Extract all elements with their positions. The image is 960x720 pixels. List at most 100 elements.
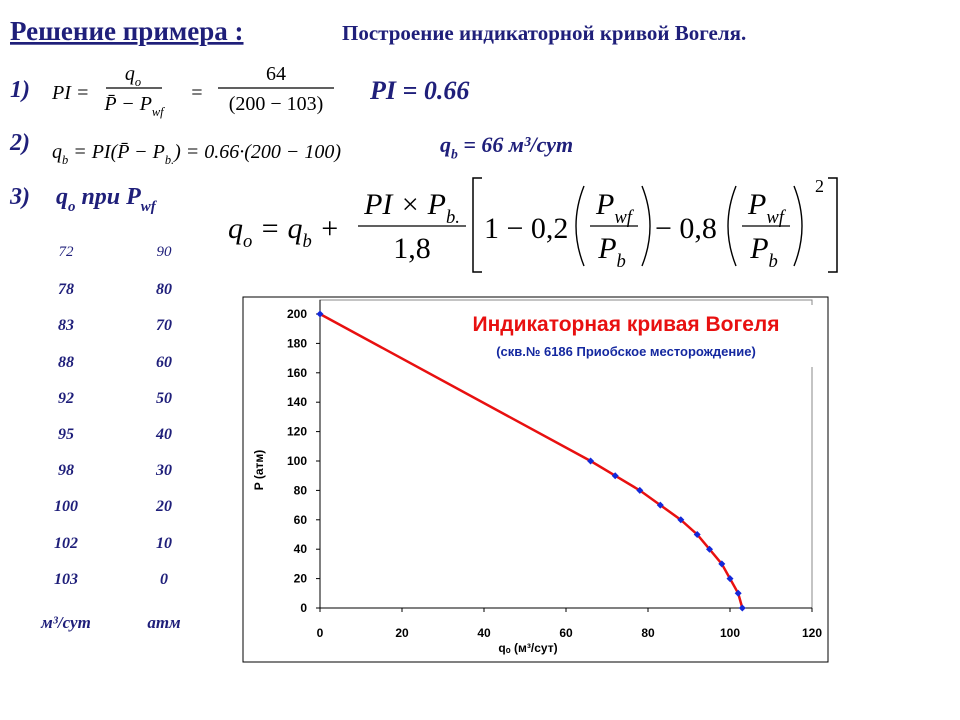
table-cell: 88 xyxy=(58,354,74,371)
formula-part: b. xyxy=(446,207,460,228)
formula-text: Pb xyxy=(749,232,778,272)
formula-part: o xyxy=(243,231,252,252)
formula-part: o xyxy=(135,75,141,89)
formula-part: b xyxy=(451,147,458,162)
formula-part: b xyxy=(303,231,312,252)
formula-text: Pb xyxy=(597,232,626,272)
formula-text: 64 xyxy=(266,63,286,85)
y-tick-label: 120 xyxy=(287,425,307,439)
formula-part: = PI(P̄ − P xyxy=(68,141,165,163)
formula-part: wf xyxy=(766,207,786,228)
y-tick-label: 200 xyxy=(287,307,307,321)
formula-text: (200 − 103) xyxy=(229,93,324,115)
data-marker xyxy=(587,457,595,465)
table-cell: 70 xyxy=(156,317,172,334)
table-cell: 72 xyxy=(59,244,75,260)
data-marker xyxy=(718,560,726,568)
item-number: 2) xyxy=(9,130,30,156)
formula-part: PI × P xyxy=(363,188,446,221)
table-cell: 20 xyxy=(155,498,172,515)
table-cell: 80 xyxy=(156,281,172,298)
slide-title: Решение примера : xyxy=(10,16,244,46)
formula-part: o xyxy=(68,199,75,215)
item-number: 3) xyxy=(9,184,30,210)
data-marker xyxy=(706,545,713,553)
chart-title: Индикаторная кривая Вогеля xyxy=(473,313,780,336)
data-marker xyxy=(636,486,644,494)
parenthesis xyxy=(641,185,651,267)
formula-part: P xyxy=(749,232,768,265)
table-unit: атм xyxy=(147,613,181,632)
formula-part: wf xyxy=(141,199,158,215)
formula-text: PI × Pb. xyxy=(363,188,460,228)
data-marker xyxy=(693,531,701,538)
table-cell: 95 xyxy=(58,426,74,443)
caption: qo при Pwf xyxy=(56,184,158,215)
formula-part: wf xyxy=(152,105,165,119)
table-cell: 98 xyxy=(58,462,74,479)
item-number: 1) xyxy=(10,77,30,103)
formula-text: PI = xyxy=(51,82,89,104)
title-box xyxy=(426,305,827,367)
x-tick-label: 0 xyxy=(317,626,324,640)
formula-text: qo = qb + xyxy=(228,212,340,252)
table-cell: 100 xyxy=(54,498,78,515)
formula-part: q xyxy=(56,184,68,210)
y-tick-label: 60 xyxy=(294,513,308,527)
x-tick-label: 80 xyxy=(641,626,655,640)
x-tick-label: 120 xyxy=(802,626,822,640)
formula-part: P̄ − P xyxy=(103,93,152,115)
formula-part: q xyxy=(228,212,243,245)
formula-text: qo xyxy=(125,63,141,89)
y-tick-label: 40 xyxy=(294,542,308,556)
formula-part: b xyxy=(617,251,626,272)
data-marker xyxy=(316,310,324,318)
parenthesis xyxy=(793,185,803,267)
formula-part: b xyxy=(769,251,778,272)
formula-text: qb = PI(P̄ − Pb.) = 0.66·(200 − 100) xyxy=(52,141,341,167)
table-cell: 40 xyxy=(155,426,172,443)
formula-text: 1 − 0,2 xyxy=(484,212,568,245)
formula-text: 1,8 xyxy=(393,232,431,265)
table-cell: 50 xyxy=(156,390,172,407)
parenthesis xyxy=(575,185,585,267)
y-tick-label: 20 xyxy=(294,572,308,586)
formula-part: P xyxy=(747,188,766,221)
data-marker xyxy=(734,589,742,597)
formula-part: b xyxy=(62,153,68,167)
formula-part: q xyxy=(440,132,451,157)
formula-part: = q xyxy=(252,212,302,245)
formula-part: q xyxy=(52,141,62,163)
table-unit: м³/сут xyxy=(40,613,91,632)
table-cell: 102 xyxy=(54,535,78,552)
data-marker xyxy=(738,604,746,612)
formula-part: wf xyxy=(614,207,634,228)
data-line xyxy=(319,312,744,609)
parenthesis xyxy=(727,185,737,267)
formula-text: − 0,8 xyxy=(655,212,717,245)
x-tick-label: 40 xyxy=(477,626,491,640)
result: PI = 0.66 xyxy=(369,76,469,105)
slide-subtitle: Построение индикаторной кривой Вогеля. xyxy=(342,21,746,45)
y-tick-label: 160 xyxy=(287,366,307,380)
table-cell: 60 xyxy=(156,354,172,371)
bracket xyxy=(828,177,838,273)
data-marker xyxy=(611,472,619,480)
table-cell: 10 xyxy=(156,535,172,552)
table-cell: 0 xyxy=(160,571,168,588)
x-tick-label: 20 xyxy=(395,626,409,640)
formula-text: Pwf xyxy=(747,188,787,228)
y-tick-label: 0 xyxy=(300,601,307,615)
formula-part: ) = 0.66·(200 − 100) xyxy=(173,141,341,163)
formula-part: q xyxy=(125,63,135,85)
chart-subtitle: (скв.№ 6186 Приобское месторождение) xyxy=(496,344,756,359)
data-marker xyxy=(726,575,734,583)
table-cell: 103 xyxy=(54,571,78,588)
y-axis-label: P (атм) xyxy=(252,450,266,491)
formula-text: P̄ − Pwf xyxy=(103,93,165,119)
table-cell: 92 xyxy=(58,390,74,407)
y-tick-label: 140 xyxy=(287,395,307,409)
y-tick-label: 180 xyxy=(287,336,307,350)
